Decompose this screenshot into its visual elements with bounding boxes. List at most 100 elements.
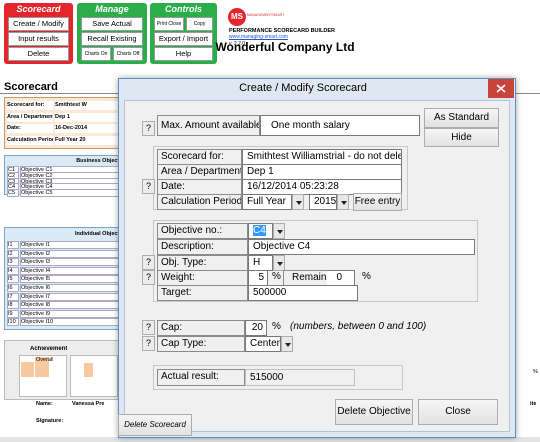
info-value: Smithtest W [55, 101, 131, 110]
dialog-title: Create / Modify Scorecard [239, 82, 367, 94]
field-label: Description: [157, 239, 248, 255]
selected-text: C4 [253, 225, 266, 236]
logo-product: PERFORMANCE SCORECARD BUILDER [229, 28, 336, 34]
button[interactable]: Charts On [81, 47, 111, 61]
combo-value[interactable]: H [248, 255, 273, 271]
combo-value[interactable]: Full Year [242, 194, 292, 210]
field-value[interactable]: Smithtest Williamstrial - do not delete [242, 149, 402, 165]
row-code: I10 [7, 318, 19, 327]
name-label: Name: [36, 401, 53, 407]
button[interactable]: Help [154, 47, 213, 61]
field-label: Calculation Period: [157, 194, 242, 210]
logo-brand: MANAGEMENTSMART [247, 13, 285, 17]
button[interactable]: Export / Import [154, 32, 213, 46]
note: (numbers, between 0 and 100) [290, 321, 427, 332]
button[interactable]: As Standard [424, 108, 499, 128]
help-button[interactable]: ? [142, 179, 155, 194]
button[interactable]: Input results [8, 32, 69, 46]
dropdown-arrow[interactable] [273, 223, 285, 239]
row-code: I2 [7, 249, 19, 258]
row-code: I6 [7, 284, 19, 292]
button[interactable]: Delete [8, 47, 69, 61]
info-label: Calculation Period: [7, 135, 53, 145]
close-icon[interactable] [488, 79, 514, 98]
field-value: 515000 [245, 369, 355, 386]
field-label: Area / Department: [157, 164, 242, 180]
status-strip [0, 437, 540, 442]
row-text: Objective I2 [20, 249, 132, 258]
field-value: 0 [327, 270, 355, 286]
dropdown-arrow[interactable] [281, 336, 293, 352]
info-value: Dep 1 [55, 112, 131, 122]
unit: % [272, 321, 281, 332]
field-label: Date: [157, 179, 242, 195]
help-button[interactable]: ? [142, 255, 155, 270]
help-button[interactable]: ? [142, 270, 155, 285]
field-label: Cap: [157, 320, 245, 336]
field-value[interactable]: Objective C4 [248, 239, 475, 255]
group-frame [153, 365, 403, 390]
row-code: I5 [7, 275, 19, 284]
box-title: Individual Objectives [74, 231, 130, 237]
row-text: Objective I7 [20, 292, 132, 301]
button[interactable]: Free entry [353, 193, 402, 211]
field-label: Max. Amount available: [157, 115, 260, 136]
bar [35, 357, 49, 377]
dropdown-arrow[interactable] [273, 255, 285, 271]
edge-text: % [533, 369, 538, 375]
button[interactable]: Create / Modify [8, 17, 69, 31]
button[interactable]: Delete Scorecard [118, 414, 192, 436]
button[interactable]: Charts Off [113, 47, 143, 61]
info-label: Scorecard for: [7, 101, 53, 110]
help-button[interactable]: ? [142, 320, 155, 335]
button[interactable]: Save Actual [81, 17, 143, 31]
button[interactable]: Close [418, 399, 498, 425]
button[interactable]: Hide [424, 128, 499, 147]
unit: % [362, 271, 371, 282]
button[interactable]: Recall Existing [81, 32, 143, 46]
help-button[interactable]: ? [142, 336, 155, 351]
unit: % [272, 271, 281, 282]
combo-value[interactable]: 2015 [309, 194, 337, 210]
field-value[interactable]: 5 [248, 270, 268, 286]
field-value[interactable]: 500000 [248, 285, 358, 301]
box-title: Business Objectives [76, 158, 130, 164]
row-text: Objective I3 [20, 258, 132, 267]
button[interactable]: Print Close [154, 17, 184, 31]
field-value[interactable]: 20 [245, 320, 267, 336]
bar [21, 362, 34, 377]
row-text: Objective I8 [20, 301, 132, 310]
field-value[interactable]: One month salary [260, 115, 420, 136]
row-text: Objective I10 [20, 318, 132, 327]
logo-version: v. 2.2.0 [229, 41, 246, 47]
row-code: I9 [7, 309, 19, 318]
sheet-heading: Scorecard [4, 81, 58, 93]
field-label: Scorecard for: [157, 149, 242, 165]
edge-text: ite [530, 401, 537, 407]
info-label: Date: [7, 124, 53, 133]
logo-url[interactable]: www.managing-smart.com [229, 34, 288, 40]
info-value: Full Year 20 [55, 135, 131, 145]
button[interactable]: Delete Objective [335, 399, 413, 425]
panel-title: Manage [95, 4, 129, 14]
row-text: Objective I6 [20, 284, 132, 292]
row-code: I3 [7, 258, 19, 267]
field-label: Target: [157, 285, 248, 301]
combo-value[interactable]: C4 [248, 223, 273, 239]
row-code: I4 [7, 266, 19, 275]
help-button[interactable]: ? [142, 121, 155, 136]
bar [84, 363, 93, 377]
panel-title: Scorecard [16, 4, 61, 14]
field-label: Objective no.: [157, 223, 248, 239]
dropdown-arrow[interactable] [337, 194, 349, 210]
field-value[interactable]: Dep 1 [242, 164, 402, 180]
row-text: Objective I9 [20, 309, 132, 318]
button[interactable]: Copy [186, 17, 213, 31]
close-glyph [496, 84, 506, 93]
dropdown-arrow[interactable] [292, 194, 304, 210]
info-value: 16-Dec-2014 [55, 124, 131, 133]
company: Wonderful Company Ltd [215, 40, 355, 54]
combo-value[interactable]: Center [245, 336, 281, 352]
field-label: Actual result: [157, 369, 245, 386]
